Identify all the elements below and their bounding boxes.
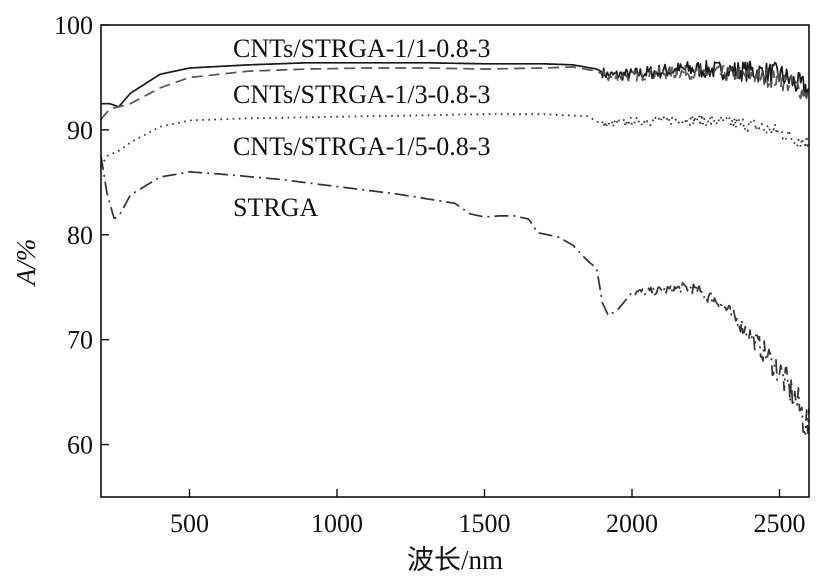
- series-line-2: [100, 64, 810, 120]
- x-tick-label: 2500: [754, 509, 806, 538]
- y-tick-label: 60: [67, 431, 93, 460]
- y-tick-label: 90: [67, 116, 93, 145]
- series-line-1: [101, 59, 810, 108]
- series-layer: [100, 59, 810, 435]
- x-axis-title: 波长/nm: [407, 545, 503, 575]
- series-label-1-5: CNTs/STRGA-1/5-0.8-3: [233, 132, 490, 161]
- x-tick-label: 1000: [311, 509, 363, 538]
- plot-frame: [100, 24, 810, 498]
- series-label-strga: STRGA: [233, 193, 318, 222]
- x-tick-label: 500: [170, 509, 209, 538]
- y-tick-label: 80: [67, 221, 93, 250]
- x-tick-label: 2000: [606, 509, 658, 538]
- y-tick-label: 70: [67, 326, 93, 355]
- y-tick-label: 100: [54, 11, 93, 40]
- series-label-1-3: CNTs/STRGA-1/3-0.8-3: [233, 80, 490, 109]
- tick-layer: 500 1000 1500 2000 2500 60 70 80 90 100: [54, 11, 806, 538]
- series-label-1-1: CNTs/STRGA-1/1-0.8-3: [233, 34, 490, 63]
- series-line-4: [100, 155, 810, 435]
- y-axis-title: A/%: [11, 239, 41, 288]
- x-tick-label: 1500: [459, 509, 511, 538]
